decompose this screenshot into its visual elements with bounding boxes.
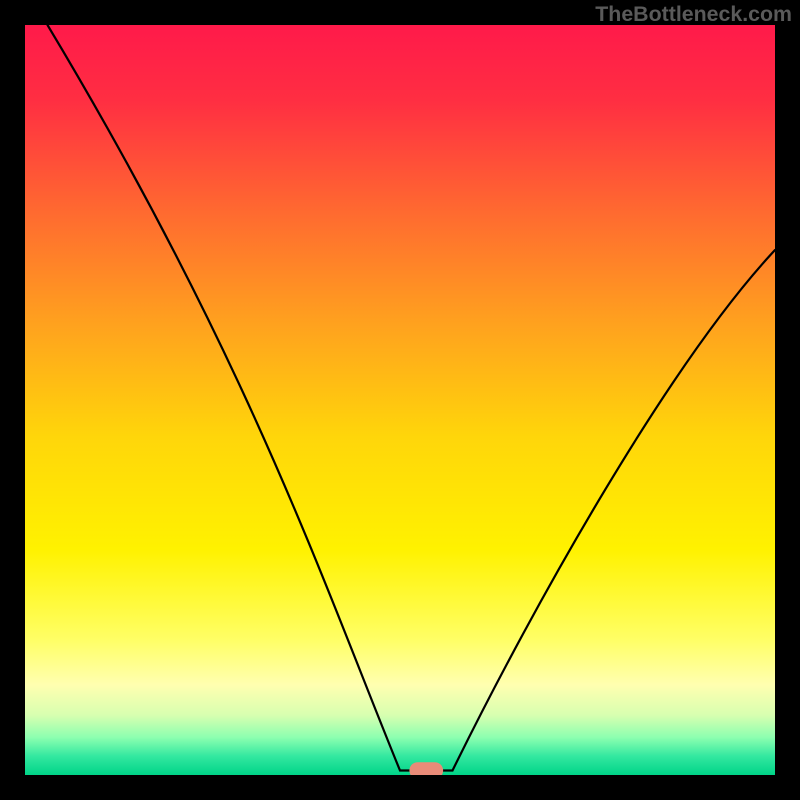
optimal-point-marker [409,762,443,775]
plot-area [25,25,775,775]
watermark-text: TheBottleneck.com [595,2,792,27]
chart-svg [25,25,775,775]
chart-frame: TheBottleneck.com [0,0,800,800]
